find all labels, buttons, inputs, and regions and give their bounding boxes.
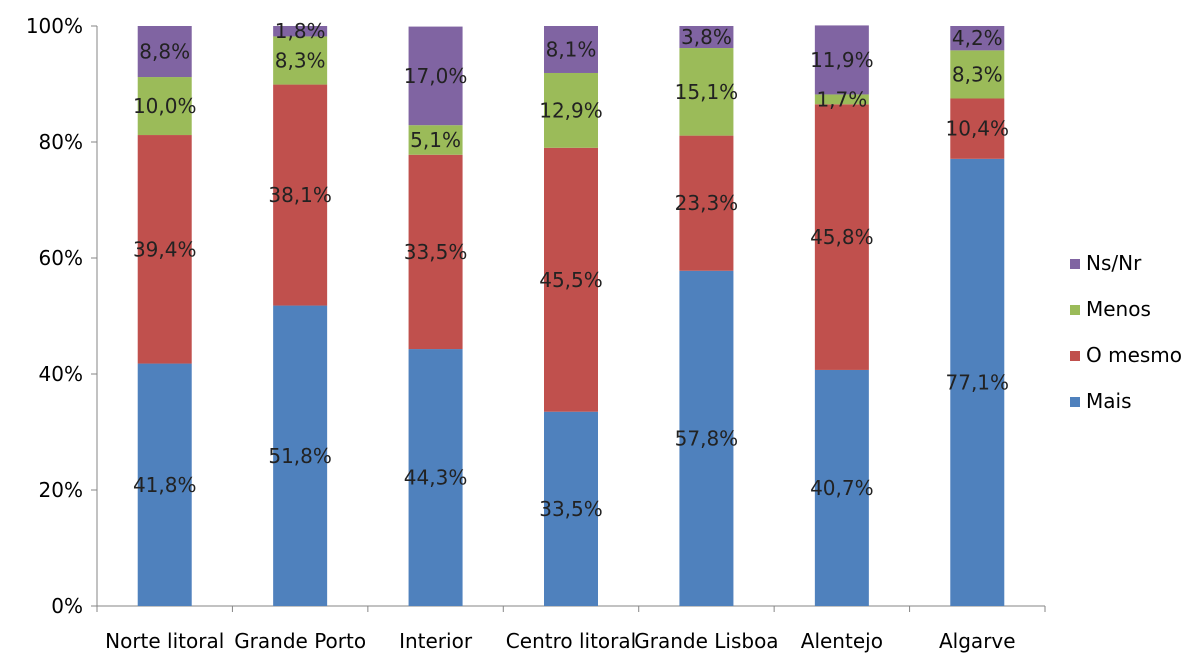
bar-segment: [137, 363, 192, 606]
y-tick-label: 60%: [39, 246, 83, 270]
data-label: 51,8%: [268, 444, 332, 468]
data-label: 17,0%: [404, 64, 468, 88]
bar-segment: [544, 147, 598, 412]
bar-segment: [137, 26, 192, 78]
bar-segment: [137, 135, 192, 364]
data-label: 8,8%: [139, 40, 190, 64]
bar-segment: [544, 72, 598, 148]
data-label: 5,1%: [410, 128, 461, 152]
data-label: 11,9%: [810, 48, 874, 72]
bar-segment: [950, 26, 1005, 51]
data-label: 57,8%: [675, 426, 739, 450]
legend-label: O mesmo: [1086, 343, 1182, 367]
data-label: 23,3%: [675, 191, 739, 215]
y-axis: 0% 20% 40% 60% 80% 100%: [26, 14, 98, 618]
bar-segment: [814, 25, 869, 95]
bar-segment: [273, 26, 328, 37]
bar-segment: [814, 104, 869, 370]
x-tick-label: Grande Porto: [234, 629, 366, 653]
bar-segment: [408, 26, 463, 126]
data-label: 44,3%: [404, 466, 468, 490]
data-label: 12,9%: [539, 98, 603, 122]
data-label: 10,4%: [946, 117, 1010, 141]
x-tick-label: Alentejo: [801, 629, 883, 653]
x-axis: Norte litoral Grande Porto Interior Centro …: [96, 605, 1046, 653]
bars: [137, 25, 1005, 606]
y-tick-label: 40%: [39, 362, 83, 386]
x-tick-label: Grande Lisboa: [634, 629, 778, 653]
y-tick-label: 80%: [39, 130, 83, 154]
data-label: 45,5%: [539, 268, 603, 292]
data-label: 41,8%: [133, 473, 197, 497]
legend-label: Ns/Nr: [1086, 251, 1142, 275]
legend-swatch: [1070, 397, 1080, 407]
x-tick-label: Centro litoral: [506, 629, 636, 653]
bar-segment: [950, 98, 1005, 159]
data-label: 8,1%: [546, 37, 597, 61]
bar-segment: [814, 94, 869, 105]
bar-segment: [544, 411, 598, 606]
bar-segment: [950, 158, 1005, 606]
bar-segment: [950, 50, 1005, 99]
data-labels: 41,8% 39,4% 10,0% 8,8% 51,8% 38,1% 8,3% 1,8% 44,…: [133, 19, 1009, 521]
bar-segment: [273, 36, 328, 85]
data-label: 33,5%: [404, 240, 468, 264]
legend-label: Mais: [1086, 389, 1132, 413]
data-label: 15,1%: [675, 80, 739, 104]
bar-segment: [137, 77, 192, 136]
bar-segment: [814, 369, 869, 606]
data-label: 77,1%: [946, 370, 1010, 394]
bar-segment: [679, 135, 734, 271]
data-label: 4,2%: [952, 26, 1003, 50]
legend-swatch: [1070, 305, 1080, 315]
data-label: 10,0%: [133, 94, 197, 118]
data-label: 1,7%: [816, 87, 867, 111]
legend-swatch: [1070, 259, 1080, 269]
bar-segment: [679, 26, 734, 49]
x-tick-label: Interior: [399, 629, 473, 653]
bar-segment: [679, 270, 734, 606]
x-tick-label: Norte litoral: [105, 629, 224, 653]
bar-segment: [273, 84, 328, 306]
data-label: 8,3%: [952, 62, 1003, 86]
y-tick-label: 0%: [51, 594, 83, 618]
bar-segment: [273, 305, 328, 606]
data-label: 3,8%: [681, 25, 732, 49]
y-tick-label: 20%: [39, 478, 83, 502]
bar-segment: [408, 154, 463, 350]
data-label: 39,4%: [133, 237, 197, 261]
bar-segment: [544, 26, 598, 73]
data-label: 8,3%: [275, 49, 326, 73]
x-tick-label: Algarve: [939, 629, 1016, 653]
data-label: 40,7%: [810, 476, 874, 500]
data-label: 33,5%: [539, 497, 603, 521]
data-label: 45,8%: [810, 225, 874, 249]
legend-swatch: [1070, 351, 1080, 361]
bar-segment: [408, 125, 463, 155]
legend: Ns/Nr Menos O mesmo Mais: [1070, 251, 1182, 413]
legend-label: Menos: [1086, 297, 1151, 321]
bar-segment: [408, 349, 463, 606]
bar-segment: [679, 48, 734, 136]
data-label: 1,8%: [275, 19, 326, 43]
y-tick-label: 100%: [26, 14, 83, 38]
data-label: 38,1%: [268, 183, 332, 207]
